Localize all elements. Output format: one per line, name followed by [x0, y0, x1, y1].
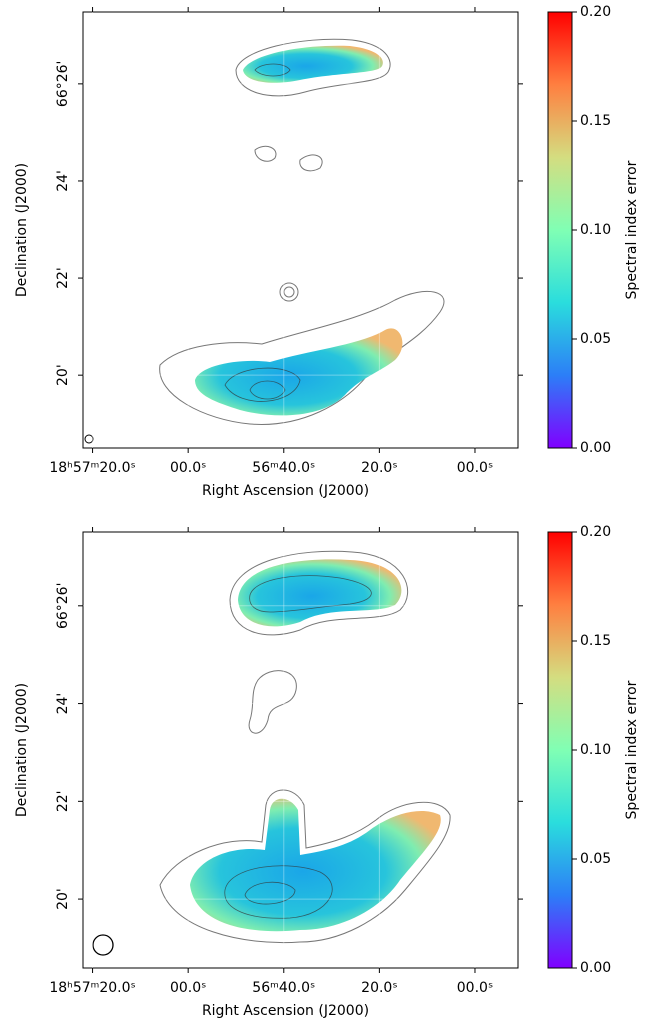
- axes-frame: [82, 531, 519, 969]
- x-tick-label: 20.0ˢ: [361, 460, 397, 476]
- colorbar-label: Spectral index error: [624, 680, 640, 819]
- colorbar-tick-label: 0.05: [580, 851, 611, 867]
- x-tick-label: 00.0ˢ: [170, 980, 206, 996]
- colorbar-tick-label: 0.15: [580, 633, 611, 649]
- x-tick-label: 56ᵐ40.0ˢ: [252, 460, 315, 476]
- emission-bottom: [92, 550, 451, 956]
- y-tick-label: 22': [55, 790, 71, 812]
- x-tick-label: 18ʰ57ᵐ20.0ˢ: [49, 460, 135, 476]
- y-tick-label: 24': [55, 170, 71, 192]
- y-axis-label: Declination (J2000): [14, 683, 30, 817]
- axes-frame: [82, 11, 519, 449]
- colorbar-tick-label: 0.00: [580, 960, 611, 976]
- y-tick-label: 20': [55, 888, 71, 910]
- colorbar-tick-label: 0.00: [580, 440, 611, 456]
- colorbar-label: Spectral index error: [624, 160, 640, 299]
- x-axis-label: Right Ascension (J2000): [202, 1003, 369, 1019]
- x-tick-label: 00.0ˢ: [170, 460, 206, 476]
- y-tick-label: 66°26': [55, 61, 71, 107]
- x-axis-label: Right Ascension (J2000): [202, 483, 369, 499]
- colorbar-tick-label: 0.05: [580, 331, 611, 347]
- y-tick-label: 24': [55, 693, 71, 715]
- emission-top: [84, 38, 445, 444]
- x-tick-label: 18ʰ57ᵐ20.0ˢ: [49, 980, 135, 996]
- x-tick-label: 20.0ˢ: [361, 980, 397, 996]
- colorbar-tick-label: 0.10: [580, 222, 611, 238]
- colorbar-tick-label: 0.20: [580, 524, 611, 540]
- x-tick-label: 00.0ˢ: [457, 460, 493, 476]
- y-tick-label: 22': [55, 267, 71, 289]
- colorbar-tick-label: 0.15: [580, 113, 611, 129]
- colorbar-tick-label: 0.20: [580, 4, 611, 20]
- colorbar-tick-label: 0.10: [580, 742, 611, 758]
- y-tick-label: 20': [55, 364, 71, 386]
- x-tick-label: 00.0ˢ: [457, 980, 493, 996]
- colorbar: [547, 531, 573, 969]
- y-axis-label: Declination (J2000): [14, 163, 30, 297]
- y-tick-label: 66°26': [55, 583, 71, 629]
- colorbar: [547, 11, 573, 449]
- x-tick-label: 56ᵐ40.0ˢ: [252, 980, 315, 996]
